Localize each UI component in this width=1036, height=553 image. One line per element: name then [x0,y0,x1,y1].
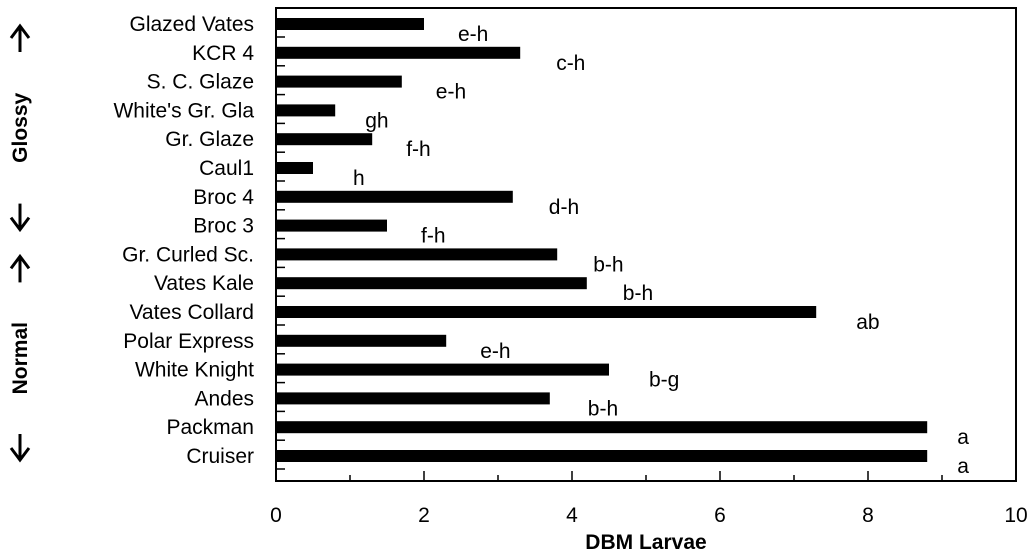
up-arrowhead-icon [9,23,31,39]
x-tick-label: 4 [566,504,578,527]
bar [276,421,928,434]
category-label: White's Gr. Gla [113,99,254,122]
bar [276,162,313,174]
group-label: Glossy [9,92,32,162]
category-label: KCR 4 [192,42,254,65]
category-label: S. C. Glaze [147,71,254,94]
category-label: Gr. Glaze [165,128,254,151]
category-label: Vates Kale [154,272,254,295]
x-tick-label: 0 [270,504,282,527]
significance-label: a [957,455,969,478]
bar [276,334,447,347]
category-label: Cruiser [186,445,254,468]
bars [276,18,928,462]
up-arrowhead-icon [9,253,31,270]
significance-label: f-h [406,138,431,161]
bar [276,190,513,203]
category-label: Broc 3 [193,215,254,238]
significance-label: ab [856,311,879,334]
bar [276,450,928,462]
significance-label: b-h [593,253,623,276]
category-label: Gr. Curled Sc. [122,243,254,266]
significance-label: gh [365,109,388,132]
bar [276,363,609,376]
significance-label: f-h [421,225,446,248]
significance-label: e-h [458,23,488,46]
significance-label: a [957,426,969,449]
bar [276,104,336,117]
bar [276,277,587,290]
category-label: Caul1 [199,157,254,180]
significance-label: h [353,167,365,190]
category-label: Vates Collard [129,301,254,324]
category-label: Polar Express [123,330,254,353]
bar [276,18,424,30]
category-label: Andes [194,387,254,410]
x-tick-label: 2 [418,504,430,527]
category-label: Packman [166,416,254,439]
x-axis-ticks: 0 2 4 6 8 10 [270,471,1028,527]
bar [276,392,550,405]
significance-label: d-h [549,196,579,219]
significance-label: e-h [436,81,466,104]
significance-label: b-h [588,397,618,420]
group-label: Normal [9,322,32,394]
group-markers: Glossy Normal [9,23,32,463]
x-tick-label: 8 [862,504,874,527]
bar [276,306,817,318]
x-tick-label: 10 [1004,504,1027,527]
bar [276,46,521,59]
bar [276,248,558,261]
category-labels: Glazed Vates KCR 4 S. C. Glaze White's Gr. … [113,13,285,470]
significance-label: b-g [649,369,679,392]
significance-label: c-h [556,52,585,75]
category-label: White Knight [135,359,254,382]
bar [276,219,387,232]
x-tick-label: 6 [714,504,726,527]
category-label: Broc 4 [193,186,254,209]
significance-label: e-h [480,340,510,363]
x-axis-label: DBM Larvae [585,531,706,553]
bar [276,133,373,146]
category-label: Glazed Vates [129,13,254,36]
down-arrowhead-icon [9,216,31,233]
down-arrowhead-icon [9,447,31,463]
bar [276,75,402,88]
significance-label: b-h [623,282,653,305]
